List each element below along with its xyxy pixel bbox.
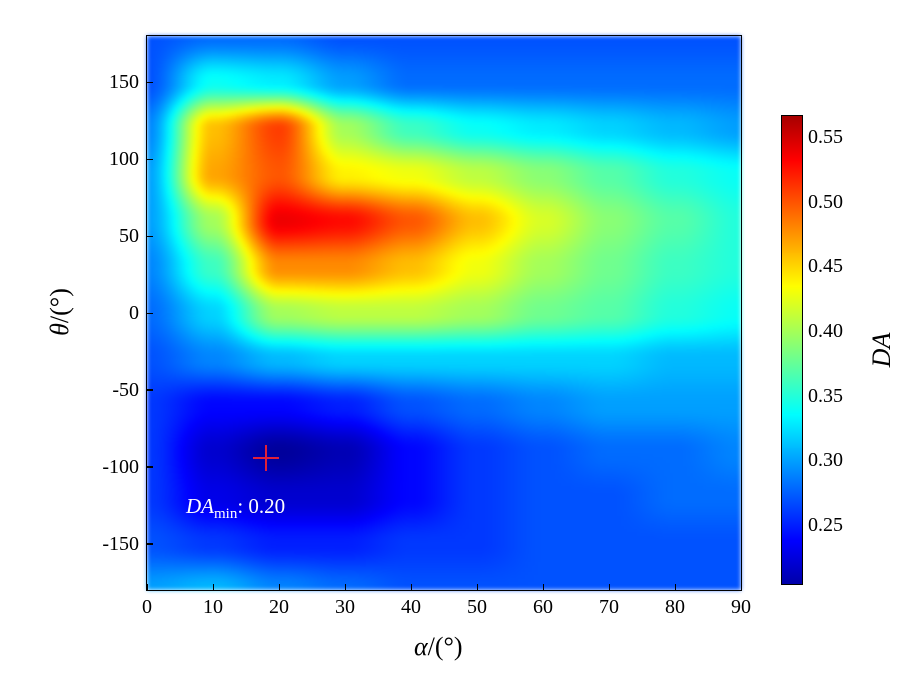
y-tick-mark: [147, 389, 153, 391]
x-tick-mark: [542, 584, 544, 590]
x-tick-mark: [278, 584, 280, 590]
x-tick-label: 80: [665, 596, 685, 618]
x-tick-label: 10: [203, 596, 223, 618]
y-tick-label: -150: [102, 532, 139, 555]
x-tick-label: 70: [599, 596, 619, 618]
y-tick-label: -100: [102, 455, 139, 478]
x-tick-mark: [674, 584, 676, 590]
x-tick-mark: [212, 584, 214, 590]
x-tick-mark: [740, 584, 742, 590]
x-axis-label: α/(°): [414, 632, 463, 662]
x-tick-label: 0: [142, 596, 152, 618]
y-tick-mark: [147, 81, 153, 84]
y-tick-label: 100: [109, 148, 139, 171]
x-tick-mark: [410, 584, 412, 590]
heatmap-canvas: [147, 36, 741, 590]
colorbar-label: DA: [867, 332, 896, 368]
x-tick-label: 30: [335, 596, 355, 618]
colorbar-tick-label: 0.45: [808, 255, 843, 278]
x-tick-label: 60: [533, 596, 553, 618]
plot-frame: [146, 35, 742, 591]
y-tick-mark: [147, 466, 153, 468]
colorbar-tick-label: 0.55: [808, 125, 843, 148]
colorbar-tick-label: 0.30: [808, 449, 843, 472]
annotation-main: DA: [186, 494, 214, 518]
y-axis-label: θ/(°): [45, 288, 75, 336]
colorbar-tick-label: 0.50: [808, 190, 843, 213]
y-tick-label: 0: [129, 302, 139, 324]
x-tick-mark: [476, 584, 478, 590]
annotation-sub: min: [214, 506, 238, 523]
annotation-value: : 0.20: [237, 494, 286, 518]
x-tick-mark: [146, 584, 148, 590]
x-tick-label: 40: [401, 596, 421, 618]
y-axis-unit: /(°): [45, 288, 74, 324]
y-tick-mark: [147, 543, 153, 545]
x-tick-mark: [344, 584, 346, 590]
colorbar-tick-label: 0.40: [808, 319, 843, 342]
y-tick-label: 150: [109, 71, 139, 94]
colorbar: [781, 115, 803, 585]
y-tick-mark: [147, 158, 153, 161]
colorbar-tick-label: 0.35: [808, 384, 843, 407]
x-tick-label: 20: [269, 596, 289, 618]
x-axis-unit: /(°): [427, 632, 463, 661]
minimum-annotation: DAmin: 0.20: [186, 494, 285, 523]
y-tick-mark: [147, 312, 153, 314]
x-tick-label: 90: [731, 596, 751, 618]
colorbar-tick-label: 0.25: [808, 513, 843, 536]
y-axis-symbol: θ: [45, 323, 74, 336]
x-tick-label: 50: [467, 596, 487, 618]
x-tick-mark: [608, 584, 610, 590]
y-tick-label: -50: [112, 378, 139, 401]
minimum-marker: [252, 444, 279, 471]
x-axis-symbol: α: [414, 632, 428, 661]
y-tick-mark: [147, 235, 153, 238]
y-tick-label: 50: [119, 225, 139, 248]
